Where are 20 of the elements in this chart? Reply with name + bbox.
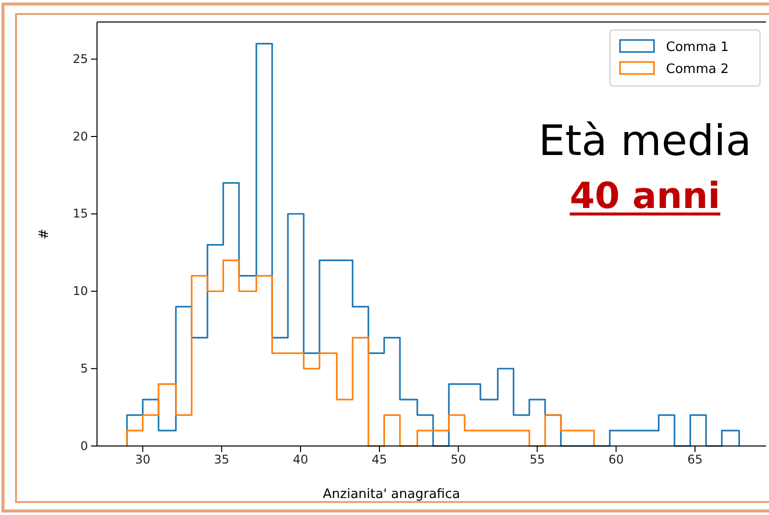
legend-label: Comma 2 [666,62,729,77]
x-tick-label: 50 [450,452,466,467]
x-tick-label: 45 [372,452,388,467]
x-axis-title: Anzianita' anagrafica [322,487,460,502]
y-tick-label: 10 [72,284,88,298]
x-tick-label: 55 [530,452,545,467]
y-tick-label: 20 [72,129,88,144]
x-tick-label: 65 [687,452,703,467]
y-tick-label: 25 [72,52,88,66]
y-axis-title: # [37,228,52,240]
x-tick-label: 35 [214,452,230,467]
annotation: Età media [538,116,752,165]
x-tick-label: 30 [135,452,150,467]
y-tick-label: 15 [72,206,88,221]
y-tick-label: 5 [80,361,88,376]
legend-label: Comma 1 [666,40,729,55]
x-tick-label: 40 [292,452,308,467]
x-tick-label: 60 [608,452,624,467]
annotation: 40 anni [570,176,720,217]
y-tick-label: 0 [80,438,88,453]
